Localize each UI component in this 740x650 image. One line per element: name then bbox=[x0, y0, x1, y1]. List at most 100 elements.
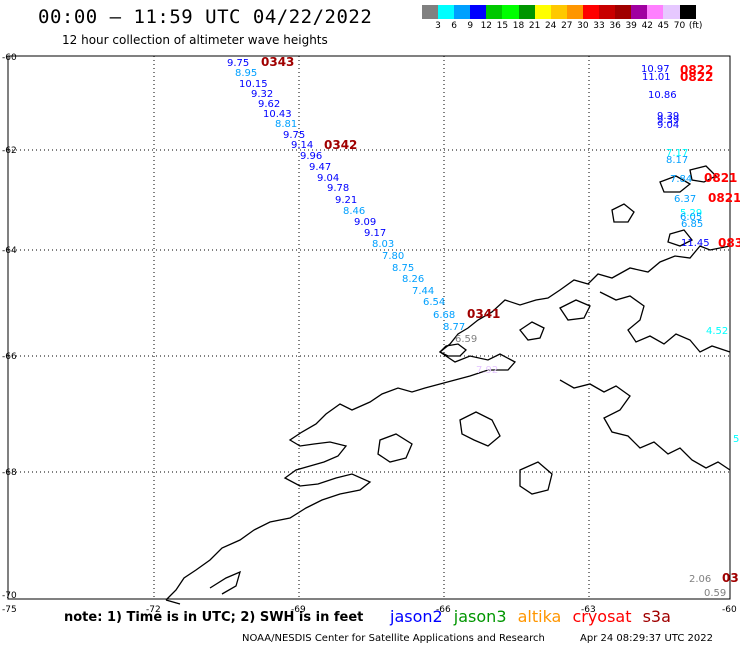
color-scale-label: (ft) bbox=[688, 21, 703, 31]
time-labels-west: 0343 0342 0341 bbox=[261, 55, 500, 321]
color-scale-label: 33 bbox=[593, 21, 605, 31]
lon-label: -72 bbox=[146, 605, 161, 615]
map-frame bbox=[7, 55, 731, 600]
color-scale-bar bbox=[422, 5, 696, 24]
swh-label: 9.62 bbox=[258, 99, 280, 110]
swh-label: 8.03 bbox=[372, 239, 394, 250]
coastline bbox=[165, 165, 731, 605]
color-scale-label: 36 bbox=[609, 21, 621, 31]
swh-label: 6.59 bbox=[455, 334, 477, 345]
swh-label: 9.39 bbox=[657, 115, 679, 126]
footer-timestamp: Apr 24 08:29:37 UTC 2022 bbox=[580, 633, 713, 644]
swh-label: 9.17 bbox=[364, 228, 386, 239]
lat-gridlines bbox=[8, 149, 730, 473]
color-scale-label: 39 bbox=[625, 21, 637, 31]
color-scale-swatch bbox=[502, 5, 519, 19]
legend-jason3: jason3 bbox=[453, 607, 507, 626]
lat-label: -68 bbox=[2, 468, 17, 478]
time-label: 0822 bbox=[680, 70, 713, 84]
lon-label: -66 bbox=[436, 605, 451, 615]
swh-label: 9.75 bbox=[227, 58, 249, 69]
swh-label: 0.59 bbox=[704, 588, 726, 599]
time-label: 0343 bbox=[261, 55, 294, 69]
swh-label: 7.17 bbox=[666, 148, 688, 159]
color-scale-label: 21 bbox=[528, 21, 541, 31]
color-scale-swatch bbox=[454, 5, 471, 19]
footer-credit: NOAA/NESDIS Center for Satellite Applica… bbox=[242, 633, 545, 644]
swh-label: 9.04 bbox=[317, 173, 339, 184]
lon-label: -63 bbox=[581, 605, 596, 615]
swh-label: 9.75 bbox=[283, 130, 305, 141]
swh-label: 8.75 bbox=[392, 263, 414, 274]
color-scale-label: 12 bbox=[480, 21, 493, 31]
coastline-inner-3 bbox=[559, 299, 591, 321]
color-scale-label: 42 bbox=[641, 21, 654, 31]
swh-label: 6.37 bbox=[674, 194, 696, 205]
color-scale-label: 70 bbox=[673, 21, 686, 31]
swh-label: 11.45 bbox=[681, 238, 710, 249]
color-scale-swatch bbox=[663, 5, 680, 19]
color-scale-swatch bbox=[422, 5, 439, 19]
time-label: 0342 bbox=[324, 138, 357, 152]
lon-labels: -75 -72 -69 -66 -63 -60 bbox=[2, 605, 737, 615]
time-label: 03 bbox=[722, 571, 739, 585]
swh-label: 9.47 bbox=[309, 162, 331, 173]
swh-label: 8.46 bbox=[343, 206, 365, 217]
lat-label: -62 bbox=[2, 146, 17, 156]
swh-label: 8.81 bbox=[275, 119, 297, 130]
swh-label: 9.78 bbox=[327, 183, 349, 194]
swh-label: 10.86 bbox=[648, 90, 677, 101]
time-label: 083 bbox=[718, 236, 740, 250]
color-scale-label: 18 bbox=[512, 21, 525, 31]
swh-label: 10.15 bbox=[239, 79, 268, 90]
color-scale-label: 3 bbox=[435, 21, 441, 31]
time-labels-east: 0822 0822 0821 0821 083 03 bbox=[680, 63, 740, 585]
color-scale-swatch bbox=[679, 5, 696, 19]
swh-label: 7.92 bbox=[476, 365, 498, 376]
swh-label: 8.77 bbox=[443, 322, 465, 333]
swh-label: 8.17 bbox=[666, 155, 688, 166]
color-scale-label: 15 bbox=[496, 21, 509, 31]
coastline-inner-1 bbox=[438, 343, 467, 357]
swh-label: 6.05 bbox=[680, 212, 702, 223]
swh-label: 11.01 bbox=[642, 72, 671, 83]
color-scale-swatch bbox=[550, 5, 567, 19]
color-scale-swatch bbox=[518, 5, 535, 19]
lat-label: -60 bbox=[2, 53, 17, 63]
legend-altika: altika bbox=[517, 607, 562, 626]
color-scale-swatch bbox=[599, 5, 616, 19]
coastline-inner-bays-3 bbox=[377, 433, 413, 463]
swh-label: 4.52 bbox=[706, 326, 728, 337]
coastline-north-islands bbox=[611, 165, 718, 247]
swh-label: 10.97 bbox=[641, 64, 670, 75]
coastline-inner-bays-2 bbox=[519, 461, 553, 495]
legend-s3a: s3a bbox=[642, 607, 671, 626]
color-scale-swatch bbox=[470, 5, 487, 19]
swh-label: 8.95 bbox=[235, 68, 257, 79]
swh-label: 6.85 bbox=[681, 219, 703, 230]
color-scale-swatch bbox=[566, 5, 583, 19]
swh-label: 9.32 bbox=[251, 89, 273, 100]
time-label: 0821 bbox=[708, 191, 740, 205]
lon-label: -60 bbox=[722, 605, 737, 615]
color-scale-label: 27 bbox=[561, 21, 573, 31]
satellite-legend: jason2 jason3 altika cryosat s3a bbox=[390, 607, 677, 626]
swh-label: 9.21 bbox=[335, 195, 357, 206]
swh-label: 10.43 bbox=[263, 109, 292, 120]
swh-label: 6.68 bbox=[433, 310, 455, 321]
coastline-east-2 bbox=[559, 379, 731, 471]
lon-label: -75 bbox=[2, 605, 17, 615]
lon-gridlines bbox=[153, 56, 590, 599]
color-scale-label: 6 bbox=[451, 21, 457, 31]
swh-label: 2.06 bbox=[689, 574, 711, 585]
coastline-peninsula bbox=[165, 245, 731, 601]
legend-jason2: jason2 bbox=[390, 607, 443, 626]
color-scale-swatch bbox=[631, 5, 648, 19]
map-title: 00:00 – 11:59 UTC 04/22/2022 bbox=[38, 6, 373, 28]
swh-label: 7.84 bbox=[670, 174, 692, 185]
map-note: note: 1) Time is in UTC; 2) SWH is in fe… bbox=[64, 610, 364, 625]
coastline-inner-bays bbox=[459, 411, 501, 447]
time-label: 0821 bbox=[704, 171, 737, 185]
color-scale-swatch bbox=[647, 5, 664, 19]
